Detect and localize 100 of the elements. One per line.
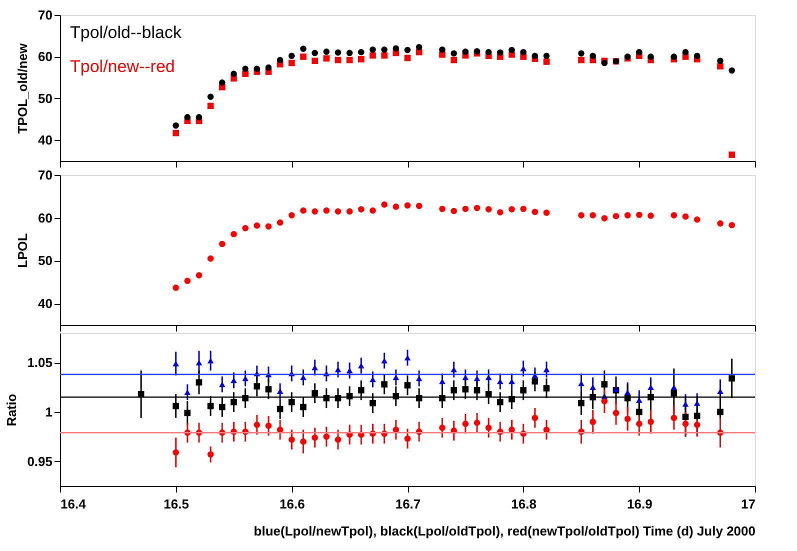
point — [312, 50, 318, 56]
point — [265, 386, 272, 392]
point — [474, 387, 480, 394]
point — [682, 414, 689, 420]
y-tick-label: 60 — [38, 210, 52, 226]
point — [532, 378, 538, 385]
point — [172, 402, 179, 410]
point — [439, 424, 446, 431]
point — [670, 384, 678, 390]
point — [636, 420, 642, 427]
point — [207, 102, 214, 110]
point — [300, 438, 306, 445]
point — [230, 398, 237, 406]
point — [474, 204, 480, 212]
point — [636, 48, 642, 56]
point — [497, 209, 504, 216]
point — [694, 412, 700, 420]
point — [254, 422, 260, 428]
point — [590, 384, 596, 390]
point — [520, 48, 526, 56]
point — [300, 54, 306, 60]
point — [184, 389, 191, 395]
point — [381, 46, 388, 53]
point — [242, 66, 248, 72]
point — [485, 374, 492, 380]
point — [172, 130, 179, 136]
point — [578, 56, 584, 64]
point — [370, 46, 376, 53]
point — [543, 385, 550, 392]
point — [381, 201, 388, 208]
point — [532, 208, 538, 216]
point — [670, 212, 678, 218]
point — [636, 397, 642, 403]
point — [196, 272, 202, 278]
point — [288, 60, 295, 66]
point — [543, 58, 550, 65]
point — [694, 216, 700, 223]
point — [728, 152, 735, 158]
point — [300, 207, 306, 214]
point — [404, 382, 411, 388]
point — [497, 49, 504, 56]
point — [624, 389, 631, 395]
text: Tpol/old--black — [70, 23, 182, 42]
point — [288, 436, 295, 443]
point — [207, 451, 214, 458]
point — [358, 56, 364, 62]
point — [288, 212, 295, 218]
point — [323, 55, 330, 62]
point — [612, 410, 620, 416]
point — [207, 402, 214, 410]
point — [717, 58, 724, 64]
point — [219, 404, 226, 410]
point — [670, 390, 678, 396]
point — [717, 408, 724, 416]
point — [462, 420, 469, 427]
point — [334, 366, 342, 372]
point — [172, 284, 179, 291]
point — [590, 212, 596, 218]
point — [346, 50, 353, 56]
point — [276, 219, 284, 226]
point — [242, 224, 248, 232]
point — [462, 48, 469, 55]
point — [196, 114, 202, 120]
point — [520, 206, 526, 212]
y-axis-title: Ratio — [4, 394, 20, 426]
y-tick-label: 1.05 — [27, 355, 52, 370]
point — [648, 384, 654, 390]
y-tick-label: 60 — [38, 49, 52, 64]
x-tick-label: 16.7 — [395, 496, 421, 512]
point — [346, 208, 353, 215]
x-tick-label: 16.9 — [627, 496, 652, 512]
point — [207, 94, 214, 100]
point — [300, 46, 306, 52]
point — [439, 46, 446, 53]
point — [184, 114, 191, 120]
point — [370, 400, 376, 406]
point — [346, 368, 353, 374]
point — [312, 208, 318, 215]
point — [404, 54, 411, 62]
point — [485, 206, 492, 212]
point — [404, 435, 411, 442]
point — [265, 64, 272, 71]
point — [276, 388, 284, 394]
point — [485, 424, 492, 431]
y-tick-label: 50 — [38, 253, 52, 268]
point — [381, 52, 388, 59]
point — [612, 212, 620, 220]
y-tick-label: 0.95 — [27, 454, 52, 469]
point — [497, 398, 504, 406]
y-axis-title: TPOL_old/new — [15, 42, 30, 134]
point — [358, 387, 364, 394]
point — [508, 46, 515, 54]
point — [532, 52, 538, 60]
point — [230, 70, 237, 77]
point — [254, 222, 260, 229]
point — [392, 204, 400, 210]
point — [416, 202, 422, 210]
point — [254, 383, 260, 390]
point — [636, 212, 642, 218]
point — [334, 436, 342, 443]
